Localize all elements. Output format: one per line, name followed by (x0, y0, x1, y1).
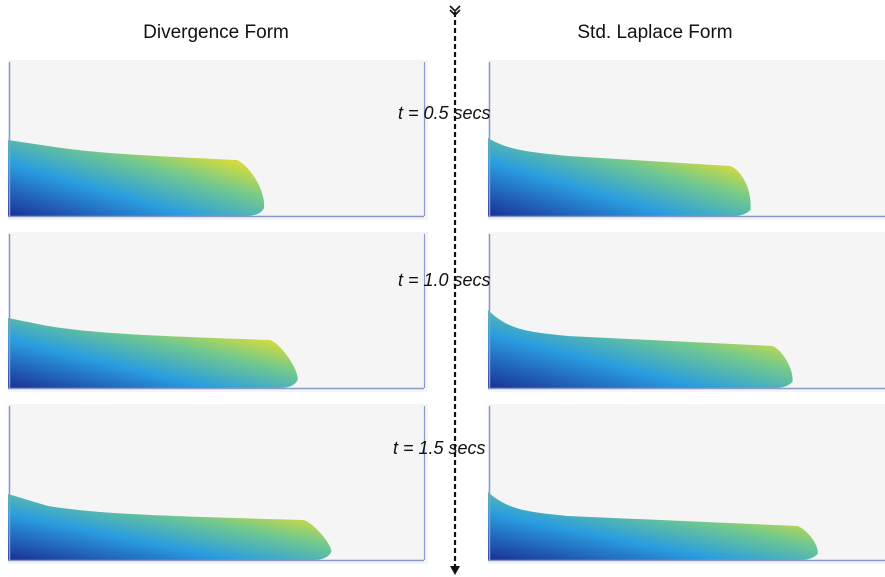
fluid-body (488, 138, 751, 216)
fluid-body (488, 310, 793, 388)
panel-laplace-t15 (488, 404, 885, 564)
panel-laplace-t05 (488, 60, 885, 220)
flow-plot-laplace-t05 (488, 60, 885, 220)
timeline-arrowhead-icon (450, 566, 460, 575)
time-label-t05: t = 0.5 secs (398, 103, 491, 123)
panel-divergence-t05 (8, 60, 428, 220)
column-title-std-laplace-form: Std. Laplace Form (577, 22, 733, 43)
fluid-body (8, 318, 298, 388)
flow-plot-divergence-t10 (8, 232, 428, 392)
column-title-divergence-form: Divergence Form (143, 22, 289, 43)
flow-plot-divergence-t15 (8, 404, 428, 564)
flow-plot-divergence-t05 (8, 60, 428, 220)
fluid-body (8, 140, 265, 216)
flow-plot-laplace-t15 (488, 404, 885, 564)
panel-laplace-t10 (488, 232, 885, 392)
fluid-body (8, 494, 332, 560)
flow-plot-laplace-t10 (488, 232, 885, 392)
panel-divergence-t10 (8, 232, 428, 392)
timeline-tail-icon (449, 5, 461, 17)
fluid-body (488, 492, 818, 560)
time-label-t15: t = 1.5 secs (393, 438, 486, 458)
time-label-t10: t = 1.0 secs (398, 270, 491, 290)
panel-divergence-t15 (8, 404, 428, 564)
